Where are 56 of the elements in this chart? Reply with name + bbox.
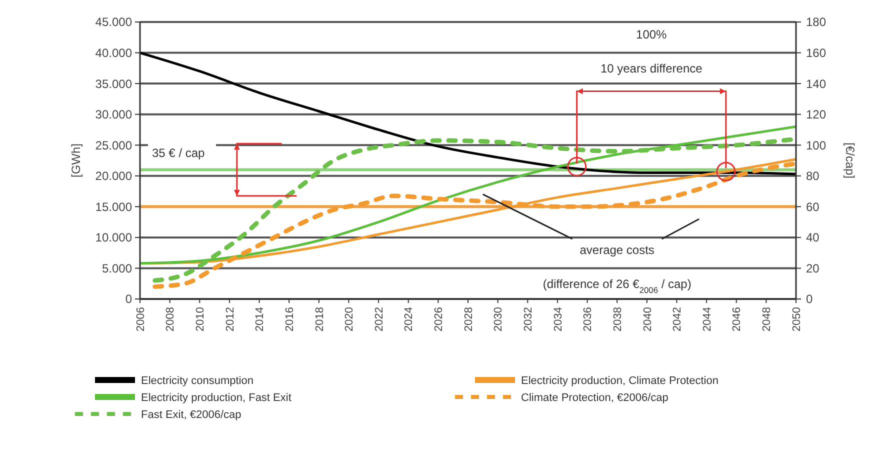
x-tick-label: 2048 [761, 307, 774, 332]
x-tick-label: 2046 [731, 307, 744, 332]
x-tick-label: 2022 [373, 307, 386, 332]
annotation: average costs [580, 242, 654, 257]
y2-tick-label: 140 [806, 76, 826, 91]
y-axis-title: [GWh] [69, 143, 83, 178]
y-tick-label: 25.000 [95, 138, 132, 152]
x-tick-label: 2028 [462, 307, 475, 332]
annotation: 35 € / cap [152, 146, 206, 160]
y-tick-label: 35.000 [95, 76, 132, 91]
y2-axis-title: [€/cap] [843, 142, 857, 179]
y-tick-label: 20.000 [95, 169, 132, 184]
x-tick-label: 2034 [552, 307, 564, 332]
y2-tick-label: 0 [806, 292, 813, 306]
y2-tick-label: 80 [806, 169, 820, 184]
x-tick-label: 2024 [403, 307, 416, 332]
legend-label: Electricity production, Climate Protection [521, 374, 718, 387]
x-tick-label: 2016 [284, 307, 296, 332]
x-tick-label: 2040 [642, 307, 654, 332]
x-tick-label: 2012 [224, 307, 236, 332]
x-tick-label: 2032 [522, 307, 534, 332]
y2-tick-label: 100 [806, 138, 826, 152]
y-tick-label: 0 [125, 292, 132, 306]
x-tick-label: 2042 [672, 307, 684, 332]
x-tick-label: 2008 [164, 307, 177, 332]
x-tick-label: 2036 [582, 307, 594, 332]
x-tick-label: 2006 [134, 307, 147, 332]
y-tick-label: 40.000 [95, 46, 132, 60]
y-tick-label: 10.000 [95, 230, 132, 245]
y-tick-label: 45.000 [95, 15, 132, 30]
y2-tick-label: 160 [806, 46, 826, 60]
x-tick-label: 2050 [790, 307, 803, 332]
y-tick-label: 5.000 [102, 261, 132, 276]
annotation: (difference of 26 €$_{2006}$ / cap) [542, 276, 692, 295]
y2-tick-label: 20 [806, 261, 820, 276]
y2-tick-label: 120 [806, 108, 826, 122]
y2-tick-label: 40 [806, 230, 820, 245]
legend-label: Fast Exit, €2006/cap [141, 408, 242, 421]
annotation: 100% [636, 28, 668, 42]
y2-tick-label: 60 [806, 200, 820, 214]
x-tick-label: 2030 [492, 307, 505, 332]
legend-label: Electricity consumption [141, 374, 254, 387]
x-tick-label: 2026 [433, 307, 446, 332]
x-tick-label: 2014 [254, 307, 266, 332]
legend-label: Electricity production, Fast Exit [141, 392, 292, 404]
y-tick-label: 15.000 [95, 200, 132, 214]
line-series [138, 125, 798, 265]
x-tick-label: 2020 [344, 307, 356, 332]
x-tick-label: 2038 [612, 307, 624, 332]
annotation: 10 years difference [600, 61, 703, 76]
x-tick-label: 2010 [194, 307, 206, 332]
legend-label: Climate Protection, €2006/cap [521, 392, 668, 404]
y-tick-label: 30.000 [95, 108, 132, 122]
x-tick-label: 2018 [314, 307, 326, 332]
x-tick-label: 2044 [701, 307, 714, 332]
y2-tick-label: 180 [806, 15, 826, 30]
